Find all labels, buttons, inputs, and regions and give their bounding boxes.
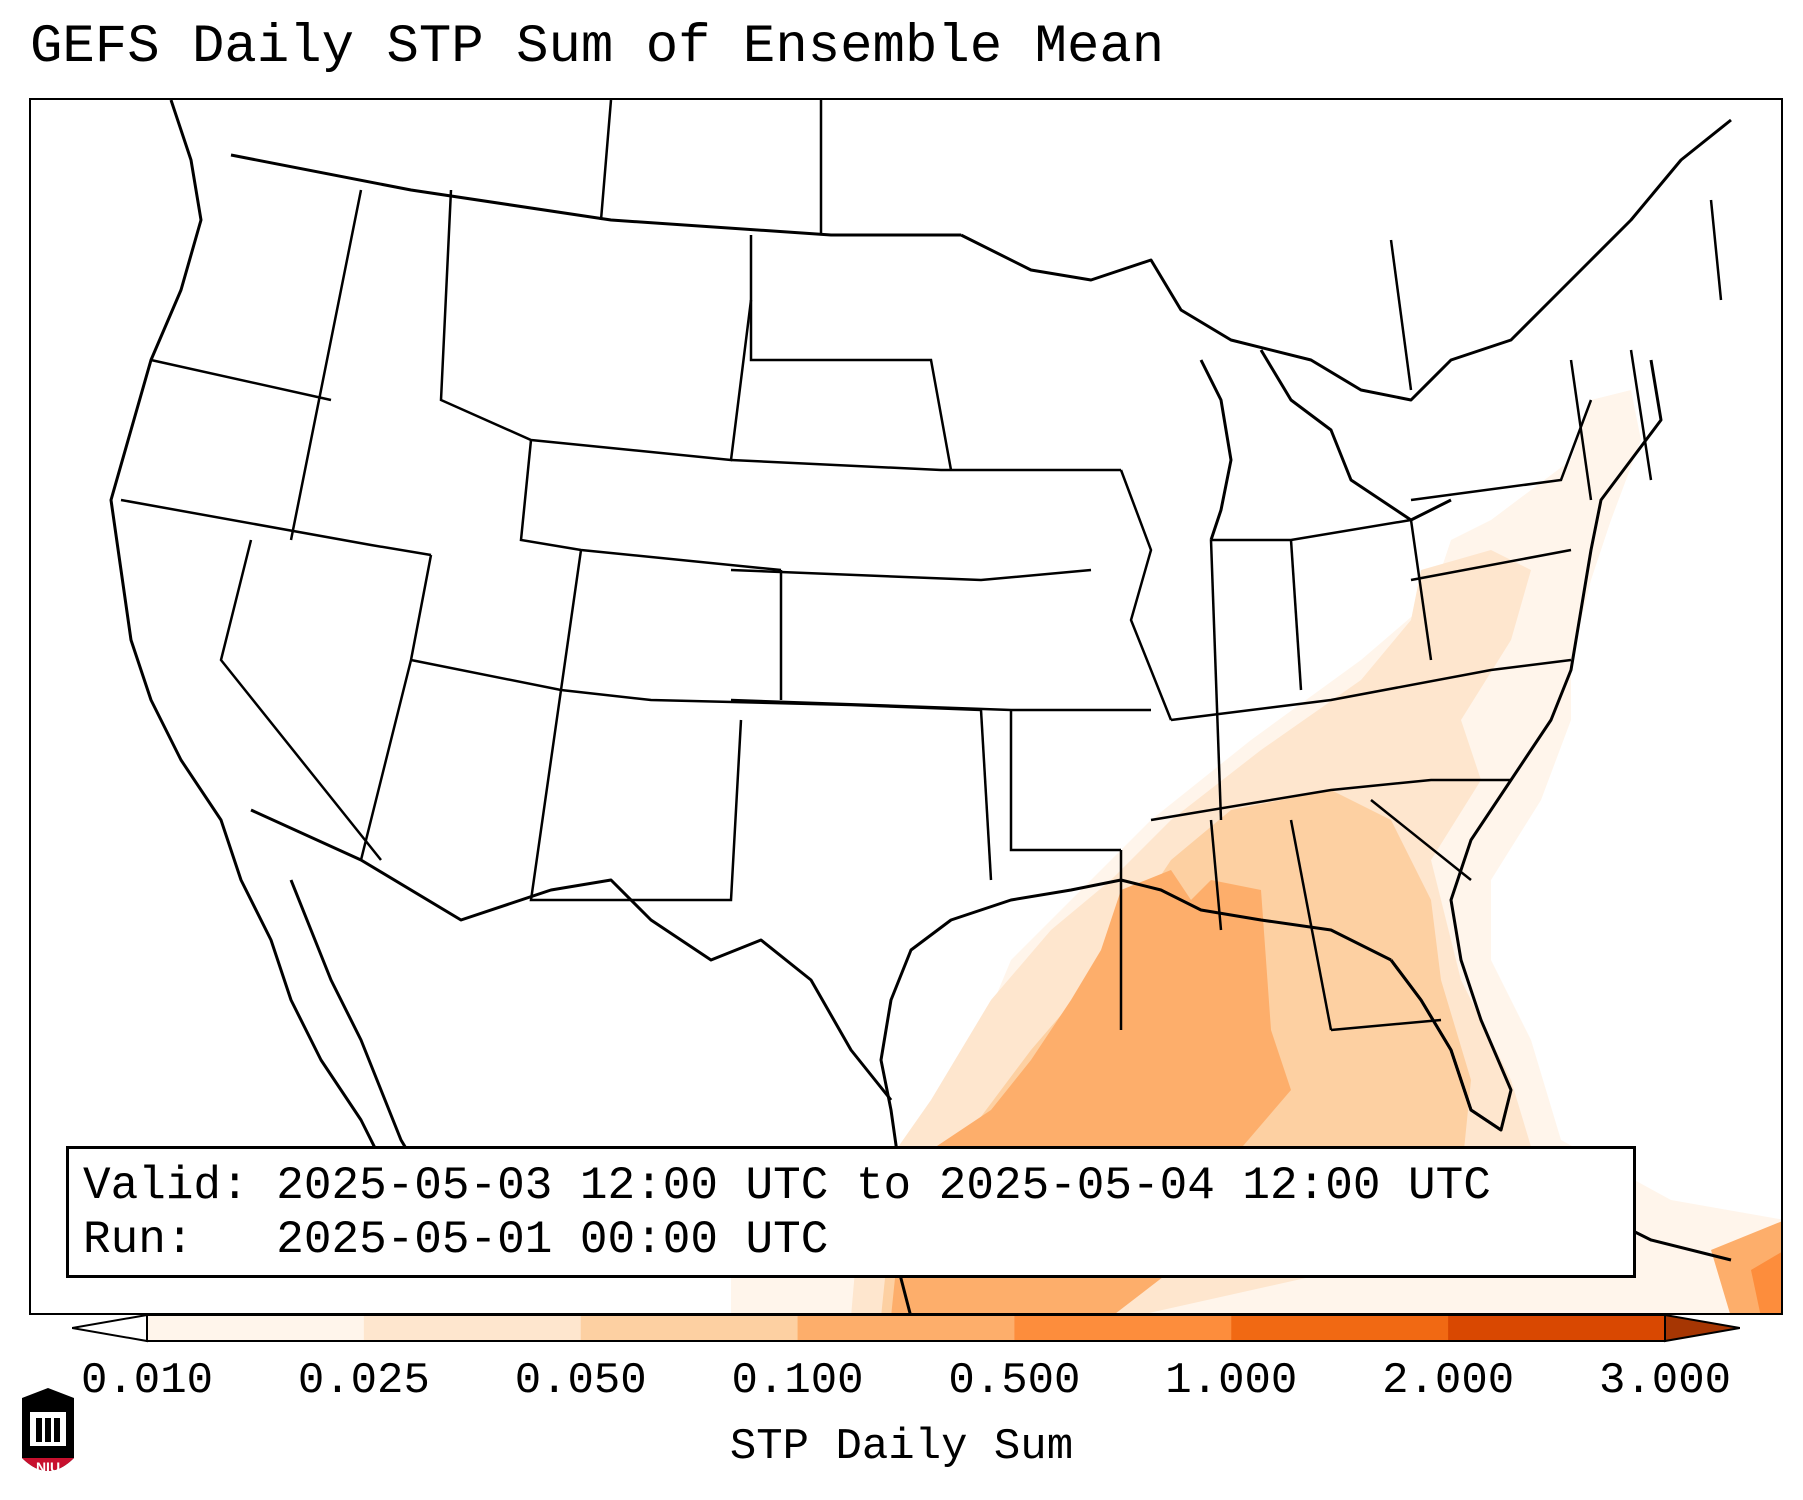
colorbar-tick-label: 1.000	[1165, 1356, 1298, 1406]
map-panel	[29, 98, 1783, 1315]
state-line	[529, 689, 743, 902]
state-line	[730, 698, 1151, 712]
colorbar-segment	[147, 1315, 365, 1341]
colorbar-tick-label: 2.000	[1382, 1356, 1515, 1406]
lake-huron-erie	[1259, 349, 1452, 522]
state-line	[150, 358, 332, 402]
state-line	[730, 458, 1121, 472]
baja-coastline	[289, 879, 433, 1191]
state-line	[219, 539, 382, 861]
state-line	[1119, 469, 1173, 721]
colorbar-segment	[1448, 1315, 1666, 1341]
colorbar-ticks: 0.010 0.025 0.050 0.100 0.500 1.000 2.000 3.000	[0, 1356, 1803, 1416]
lake-michigan	[1199, 359, 1233, 541]
state-line	[1569, 359, 1593, 501]
boundaries	[109, 100, 1732, 1313]
colorbar-segment	[1231, 1315, 1449, 1341]
state-line	[1209, 819, 1223, 931]
state-line	[1629, 349, 1653, 481]
state-lines	[120, 100, 1723, 1032]
colorbar-extend-max	[1664, 1313, 1740, 1343]
colorbar-segment	[797, 1315, 1015, 1341]
run-label: Run:	[83, 1214, 194, 1266]
colorbar-extend-min	[72, 1313, 148, 1343]
state-line	[1170, 658, 1572, 722]
state-line	[1370, 799, 1472, 881]
colorbar-segment	[1014, 1315, 1232, 1341]
run-value: 2025-05-01 00:00 UTC	[276, 1214, 829, 1266]
state-line	[1209, 539, 1223, 821]
florida	[1389, 959, 1502, 1132]
valid-run-info-box: Valid: 2025-05-03 12:00 UTC to 2025-05-0…	[66, 1146, 1636, 1278]
colorbar-segment	[363, 1315, 582, 1341]
colorbar-tick-label: 0.025	[297, 1356, 430, 1406]
state-line	[979, 709, 993, 881]
great-lakes-border	[960, 118, 1732, 402]
niu-logo-icon: NIU	[22, 1388, 74, 1475]
chart-title: GEFS Daily STP Sum of Ensemble Mean	[30, 17, 1165, 78]
state-line	[439, 189, 753, 462]
state-line	[359, 554, 433, 861]
colorbar-tick-label: 3.000	[1598, 1356, 1732, 1406]
map-canvas	[109, 100, 1781, 1313]
colorbar-label: STP Daily Sum	[729, 1422, 1074, 1472]
state-line	[1289, 819, 1333, 1031]
gulf-coastline	[879, 878, 1392, 1313]
state-line	[599, 100, 613, 221]
valid-label: Valid:	[83, 1160, 249, 1212]
state-line	[120, 498, 432, 557]
colorbar	[72, 1313, 1740, 1343]
us-mexico-border	[250, 808, 893, 1101]
colorbar-frame	[146, 1314, 1666, 1342]
colorbar-tick-label: 0.010	[80, 1356, 214, 1406]
state-line	[1409, 519, 1433, 661]
colorbar-tick-label: 0.050	[514, 1356, 647, 1406]
state-line	[1410, 548, 1572, 582]
pacific-coastline	[109, 100, 423, 1241]
state-line	[1389, 239, 1413, 391]
state-line	[1150, 778, 1511, 822]
state-line	[1211, 518, 1412, 542]
svg-text:NIU: NIU	[36, 1459, 60, 1475]
valid-value: 2025-05-03 12:00 UTC to 2025-05-04 12:00…	[276, 1160, 1491, 1212]
stp-area-highest-south	[1751, 1252, 1781, 1313]
colorbar-segment	[580, 1315, 799, 1341]
state-line	[749, 235, 953, 471]
state-line	[1009, 710, 1121, 852]
state-line	[559, 549, 583, 691]
us-canada-border	[230, 153, 961, 237]
colorbar-tick-label: 0.500	[948, 1356, 1081, 1406]
run-line: Run: 2025-05-01 00:00 UTC	[83, 1213, 1619, 1267]
state-line	[289, 189, 363, 541]
state-line	[1289, 539, 1303, 691]
state-line	[519, 439, 782, 572]
state-line	[410, 658, 982, 712]
colorbar-tick-label: 0.100	[731, 1356, 864, 1406]
state-line	[1330, 1018, 1442, 1032]
valid-line: Valid: 2025-05-03 12:00 UTC to 2025-05-0…	[83, 1159, 1619, 1213]
state-line	[730, 568, 1092, 582]
state-line	[1709, 199, 1723, 301]
